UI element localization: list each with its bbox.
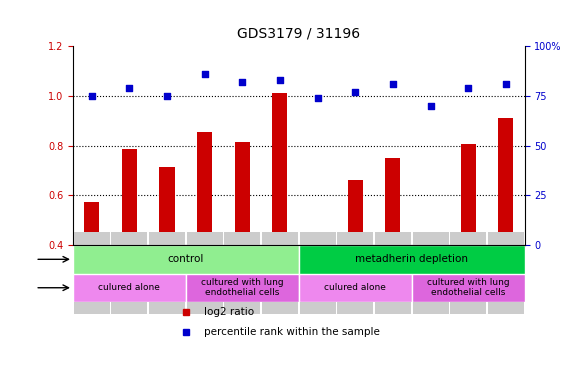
Text: GSM232034: GSM232034 (87, 246, 96, 300)
Text: GSM232041: GSM232041 (238, 246, 247, 300)
Text: GSM232042: GSM232042 (275, 246, 285, 300)
Bar (197, 132, 212, 245)
FancyBboxPatch shape (412, 273, 525, 302)
Text: log2 ratio: log2 ratio (204, 307, 254, 317)
FancyBboxPatch shape (73, 245, 299, 273)
Bar (122, 149, 137, 245)
Point (313, 95, 322, 101)
Bar (84, 202, 99, 245)
Text: cultured with lung
endothelial cells: cultured with lung endothelial cells (201, 278, 283, 298)
FancyBboxPatch shape (73, 273, 186, 302)
FancyBboxPatch shape (299, 245, 525, 273)
Bar (461, 144, 476, 245)
Bar (423, 240, 438, 245)
Bar (235, 142, 250, 245)
Text: GSM232045: GSM232045 (501, 246, 510, 300)
Text: GSM232043: GSM232043 (426, 246, 435, 300)
Text: culured alone: culured alone (99, 283, 160, 292)
Text: percentile rank within the sample: percentile rank within the sample (204, 327, 380, 337)
Point (238, 79, 247, 85)
Bar (160, 167, 174, 245)
Text: GSM232036: GSM232036 (163, 246, 171, 300)
Point (162, 93, 171, 99)
Point (463, 85, 473, 91)
Point (200, 71, 209, 77)
Text: GSM232040: GSM232040 (200, 246, 209, 300)
Point (350, 89, 360, 95)
Text: culured alone: culured alone (324, 283, 386, 292)
Text: GSM232039: GSM232039 (388, 246, 398, 300)
Text: control: control (168, 254, 204, 264)
Text: GSM232037: GSM232037 (313, 246, 322, 300)
Bar (385, 158, 401, 245)
Point (426, 103, 436, 109)
Point (275, 77, 285, 83)
Text: GSM232044: GSM232044 (463, 246, 473, 300)
Bar (347, 180, 363, 245)
FancyBboxPatch shape (299, 273, 412, 302)
Point (87, 93, 96, 99)
Point (388, 81, 398, 87)
Bar (310, 237, 325, 245)
Text: GSM232038: GSM232038 (351, 246, 360, 300)
Text: cultured with lung
endothelial cells: cultured with lung endothelial cells (427, 278, 510, 298)
Point (125, 85, 134, 91)
Point (501, 81, 511, 87)
Bar (272, 93, 287, 245)
Bar (498, 118, 514, 245)
Title: GDS3179 / 31196: GDS3179 / 31196 (237, 27, 360, 41)
Text: GSM232035: GSM232035 (125, 246, 134, 300)
Text: metadherin depletion: metadherin depletion (355, 254, 468, 264)
FancyBboxPatch shape (186, 273, 299, 302)
